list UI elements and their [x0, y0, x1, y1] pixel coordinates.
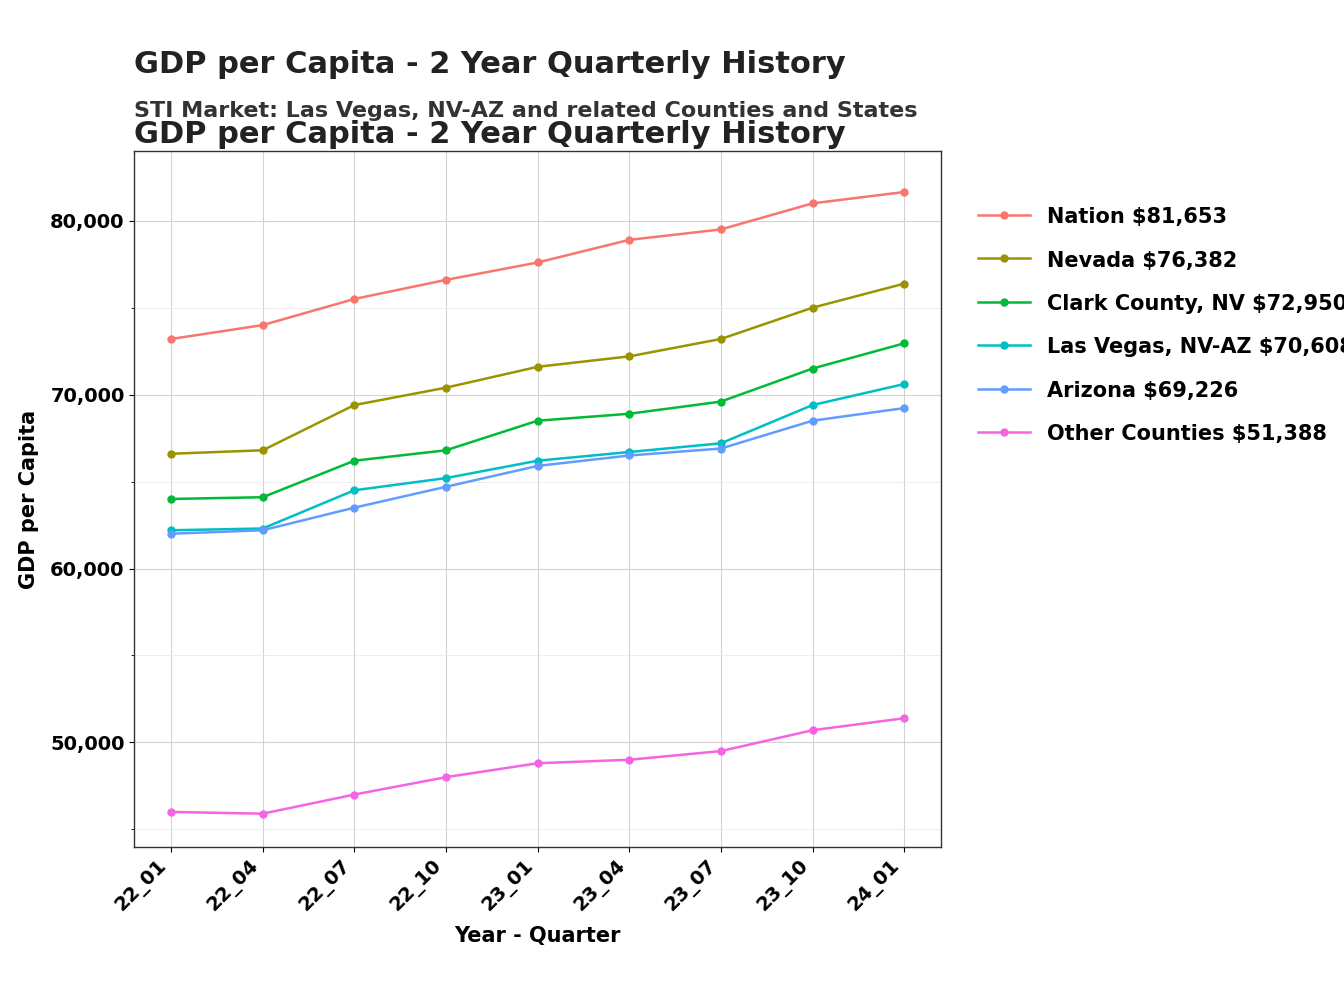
Nevada $76,382 — [896, 277, 913, 289]
Line: Nevada $76,382: Nevada $76,382 — [168, 280, 907, 458]
Other Counties $51,388 — [712, 745, 728, 757]
Arizona $69,226 — [621, 450, 637, 462]
Clark County, NV $72,950 — [621, 407, 637, 419]
Las Vegas, NV-AZ $70,608 — [254, 522, 270, 534]
Clark County, NV $72,950 — [896, 338, 913, 350]
Las Vegas, NV-AZ $70,608 — [530, 455, 546, 467]
Line: Nation $81,653: Nation $81,653 — [168, 188, 907, 343]
Nevada $76,382 — [621, 351, 637, 363]
Nevada $76,382 — [438, 382, 454, 394]
Other Counties $51,388 — [347, 788, 363, 800]
X-axis label: Year - Quarter: Year - Quarter — [454, 926, 621, 947]
Nation $81,653 — [530, 256, 546, 268]
Legend: Nation $81,653, Nevada $76,382, Clark County, NV $72,950, Las Vegas, NV-AZ $70,6: Nation $81,653, Nevada $76,382, Clark Co… — [968, 197, 1344, 455]
Las Vegas, NV-AZ $70,608 — [438, 472, 454, 484]
Y-axis label: GDP per Capita: GDP per Capita — [19, 409, 39, 589]
Las Vegas, NV-AZ $70,608 — [347, 484, 363, 496]
Las Vegas, NV-AZ $70,608 — [621, 446, 637, 458]
Clark County, NV $72,950 — [438, 445, 454, 457]
Line: Las Vegas, NV-AZ $70,608: Las Vegas, NV-AZ $70,608 — [168, 381, 907, 533]
Nevada $76,382 — [254, 445, 270, 457]
Arizona $69,226 — [254, 524, 270, 536]
Nevada $76,382 — [712, 333, 728, 345]
Nation $81,653 — [712, 224, 728, 236]
Other Counties $51,388 — [438, 771, 454, 783]
Other Counties $51,388 — [805, 724, 821, 736]
Other Counties $51,388 — [896, 713, 913, 725]
Arizona $69,226 — [712, 443, 728, 455]
Nevada $76,382 — [805, 301, 821, 313]
Clark County, NV $72,950 — [530, 414, 546, 426]
Line: Clark County, NV $72,950: Clark County, NV $72,950 — [168, 340, 907, 502]
Nevada $76,382 — [163, 448, 179, 460]
Arizona $69,226 — [530, 460, 546, 472]
Las Vegas, NV-AZ $70,608 — [163, 524, 179, 536]
Arizona $69,226 — [805, 414, 821, 426]
Line: Arizona $69,226: Arizona $69,226 — [168, 404, 907, 537]
Other Counties $51,388 — [254, 807, 270, 820]
Arizona $69,226 — [163, 527, 179, 539]
Line: Other Counties $51,388: Other Counties $51,388 — [168, 715, 907, 817]
Arizona $69,226 — [438, 481, 454, 493]
Clark County, NV $72,950 — [347, 455, 363, 467]
Nation $81,653 — [805, 198, 821, 210]
Clark County, NV $72,950 — [712, 395, 728, 407]
Nevada $76,382 — [347, 399, 363, 411]
Clark County, NV $72,950 — [805, 363, 821, 375]
Clark County, NV $72,950 — [254, 491, 270, 503]
Clark County, NV $72,950 — [163, 493, 179, 505]
Nation $81,653 — [347, 293, 363, 305]
Nation $81,653 — [621, 234, 637, 246]
Other Counties $51,388 — [163, 805, 179, 817]
Text: GDP per Capita - 2 Year Quarterly History: GDP per Capita - 2 Year Quarterly Histor… — [134, 50, 847, 80]
Arizona $69,226 — [347, 502, 363, 514]
Nation $81,653 — [896, 185, 913, 198]
Las Vegas, NV-AZ $70,608 — [712, 437, 728, 450]
Nation $81,653 — [438, 274, 454, 286]
Las Vegas, NV-AZ $70,608 — [805, 399, 821, 411]
Text: STI Market: Las Vegas, NV-AZ and related Counties and States: STI Market: Las Vegas, NV-AZ and related… — [134, 101, 918, 121]
Other Counties $51,388 — [530, 757, 546, 769]
Nevada $76,382 — [530, 361, 546, 373]
Arizona $69,226 — [896, 402, 913, 414]
Nation $81,653 — [254, 319, 270, 331]
Text: GDP per Capita - 2 Year Quarterly History: GDP per Capita - 2 Year Quarterly Histor… — [134, 120, 847, 149]
Other Counties $51,388 — [621, 754, 637, 766]
Las Vegas, NV-AZ $70,608 — [896, 378, 913, 390]
Nation $81,653 — [163, 333, 179, 345]
